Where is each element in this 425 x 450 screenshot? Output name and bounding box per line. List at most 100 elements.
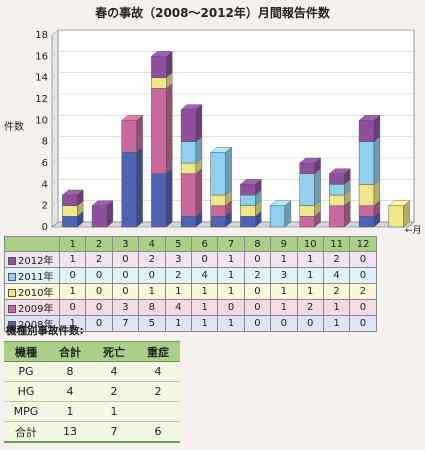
- data-cell: 1: [322, 299, 351, 316]
- data-cell: 2: [243, 267, 272, 284]
- series-name: 2011年: [18, 272, 54, 283]
- data-cell: 2: [296, 299, 324, 316]
- series-label: 2012年: [4, 251, 60, 268]
- bar-segment-side: [195, 104, 203, 143]
- bar-segment: [269, 205, 286, 228]
- data-cell: 1: [190, 315, 219, 332]
- bar-segment: [240, 184, 256, 196]
- data-cell: 0: [349, 299, 377, 316]
- bar-top: [358, 115, 381, 121]
- bar-segment: [210, 194, 226, 206]
- bar-segment: [299, 205, 315, 217]
- legend-swatch: [8, 257, 16, 265]
- data-cell: 1: [322, 315, 351, 332]
- bar-segment: [151, 56, 167, 78]
- data-cell: 1: [138, 283, 166, 300]
- data-cell: 0: [243, 251, 272, 268]
- data-cell: 0: [296, 315, 324, 332]
- series-name: 2010年: [18, 288, 54, 299]
- bar-segment: [210, 216, 226, 228]
- bar-segment: [151, 173, 167, 228]
- data-cell: 0: [85, 267, 113, 284]
- data-cell: 1: [58, 315, 87, 332]
- data-table-row: 2010年 1 0 0 1 1 1 1 0 1 1 2 2: [4, 283, 377, 300]
- data-cell: 4: [190, 267, 219, 284]
- data-cell: 0: [111, 283, 140, 300]
- data-cell: 1: [217, 251, 245, 268]
- data-cell: 1: [296, 283, 324, 300]
- bar-segment: [62, 205, 78, 217]
- accident-header-cell: 重症: [136, 341, 180, 362]
- month-label: 12: [349, 236, 377, 252]
- bar-segment-side: [314, 168, 321, 207]
- bar-top: [388, 200, 411, 206]
- data-table-row: 2011年 0 0 0 0 2 4 1 2 3 1 4 0: [4, 267, 377, 284]
- y-tick-label: 10: [35, 115, 48, 126]
- accident-total-cell: 13: [48, 421, 92, 443]
- bar-segment: [358, 216, 375, 228]
- data-table-row: 2012年 1 2 0 2 3 0 1 0 1 1 2 0: [4, 251, 377, 268]
- chart-title: 春の事故（2008〜2012年）月間報告件数: [95, 6, 330, 20]
- bar-segment: [62, 216, 78, 228]
- data-cell: 1: [217, 315, 245, 332]
- data-cell: 2: [85, 251, 113, 268]
- accident-cell: [136, 401, 180, 422]
- bar-segment: [388, 205, 404, 228]
- bar-segment-side: [166, 168, 173, 228]
- data-cell: 1: [190, 299, 219, 316]
- data-cell: 3: [164, 251, 192, 268]
- accident-cell: 2: [92, 381, 136, 402]
- month-label: 4: [138, 236, 166, 252]
- x-axis-unit: ←月: [405, 226, 422, 236]
- data-cell: 1: [58, 283, 87, 300]
- data-cell: 1: [58, 251, 87, 268]
- gridline-diagonal: [51, 179, 59, 185]
- legend-swatch: [8, 305, 16, 313]
- y-tick-label: 14: [35, 73, 48, 84]
- data-cell: 1: [164, 283, 192, 300]
- bar-segment: [240, 194, 256, 206]
- data-cell: 0: [349, 251, 377, 268]
- data-cell: 0: [58, 299, 87, 316]
- accident-cell: 1: [92, 401, 136, 422]
- data-cell: 1: [270, 283, 298, 300]
- accident-row: PG 8 4 4: [4, 361, 180, 382]
- data-cell: 0: [243, 315, 272, 332]
- accident-total-row: 合計 13 7 6: [4, 421, 180, 443]
- data-cell: 2: [322, 283, 351, 300]
- bar-top: [121, 115, 144, 121]
- data-cell: 1: [296, 267, 324, 284]
- bar-segment: [151, 88, 167, 174]
- data-cell: 1: [296, 251, 324, 268]
- bar-segment: [121, 120, 137, 153]
- data-cell: 1: [164, 315, 192, 332]
- series-label: 2009年: [4, 299, 60, 316]
- bar-segment-side: [136, 114, 143, 153]
- bar-segment: [358, 184, 375, 206]
- bar-segment-side: [195, 168, 203, 217]
- data-cell: 3: [270, 267, 298, 284]
- gridline-diagonal: [51, 29, 59, 36]
- bar-segment: [210, 152, 226, 196]
- gridline-diagonal: [51, 51, 59, 57]
- bar-top: [91, 200, 114, 206]
- accident-table: 機種 合計 死亡 重症 PG 8 4 4 HG 4 2 2 MPG 1 1 合計 13 7 6: [4, 341, 180, 443]
- accident-table-header: 機種 合計 死亡 重症: [4, 341, 180, 362]
- stacked-bar-chart: 0 2 4 6 8 10 12 14 16 18: [35, 29, 415, 233]
- data-cell: 0: [111, 251, 140, 268]
- month-label: 8: [243, 236, 272, 252]
- y-tick-label: 2: [42, 201, 48, 212]
- bar-segment: [91, 205, 108, 228]
- accident-row: HG 4 2 2: [4, 381, 180, 402]
- legend-swatch: [8, 321, 16, 329]
- month-label: 7: [217, 236, 245, 252]
- series-name: 2009年: [18, 304, 54, 315]
- bar-segment: [329, 205, 345, 228]
- accident-total-cell: 合計: [4, 421, 48, 443]
- data-cell: 0: [349, 315, 377, 332]
- bar-segment: [358, 120, 375, 142]
- bar-segment: [240, 205, 256, 217]
- accident-row: MPG 1 1: [4, 401, 180, 422]
- accident-cell: HG: [4, 381, 48, 402]
- bar-segment: [180, 109, 197, 142]
